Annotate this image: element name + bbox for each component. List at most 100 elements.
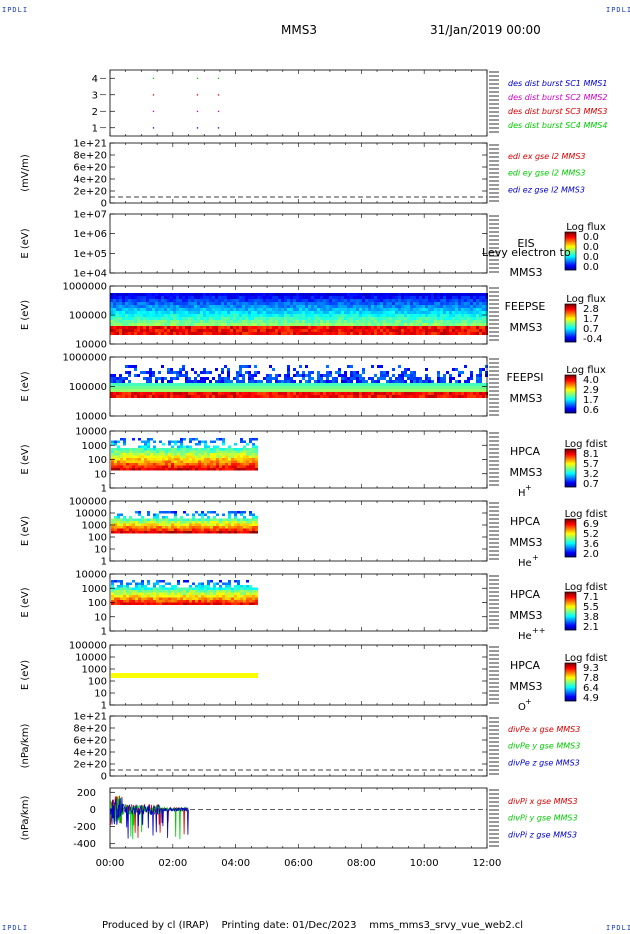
spectrogram-cell: [281, 305, 284, 308]
spectrogram-cell: [407, 395, 410, 398]
spectrogram-cell: [153, 463, 156, 466]
spectrogram-cell: [150, 597, 153, 600]
spectrogram-cell: [410, 392, 413, 395]
spectrogram-cell: [341, 392, 344, 395]
spectrogram-cell: [368, 299, 371, 302]
spectrogram-cell: [237, 602, 240, 605]
spectrogram-cell: [113, 296, 116, 299]
spectrogram-cell: [335, 308, 338, 311]
spectrogram-cell: [114, 516, 117, 519]
spectrogram-cell: [248, 296, 251, 299]
spectrogram-cell: [177, 602, 180, 605]
spectrogram-cell: [138, 458, 141, 461]
spectrogram-cell: [158, 332, 161, 335]
colorbar-strip-feepse: [565, 337, 576, 339]
spectrogram-cell: [389, 311, 392, 314]
spectrogram-cell: [111, 528, 114, 531]
spectrogram-cell: [323, 374, 326, 377]
spectrogram-cell: [308, 305, 311, 308]
spectrogram-cell: [116, 311, 119, 314]
instrument-label-feepse: FEEPSE: [505, 300, 546, 313]
spectrogram-cell: [266, 296, 269, 299]
spectrogram-cell: [290, 308, 293, 311]
spectrogram-cell: [221, 317, 224, 320]
y-tick-label-hpca_he: 10: [94, 545, 107, 556]
spectrogram-cell: [156, 448, 159, 451]
spectrogram-cell: [278, 299, 281, 302]
spectrogram-cell: [168, 531, 171, 534]
spectrogram-cell: [162, 518, 165, 521]
spectrogram-cell: [254, 365, 257, 368]
spectrogram-cell: [455, 326, 458, 329]
spectrogram-cell: [377, 332, 380, 335]
spectrogram-cell: [401, 332, 404, 335]
spectrogram-cell: [177, 582, 180, 585]
spectrogram-cell: [458, 383, 461, 386]
spectrogram-cell: [186, 518, 189, 521]
spectrogram-cell: [272, 311, 275, 314]
spectrogram-cell: [200, 293, 203, 296]
spectrogram-cell: [216, 597, 219, 600]
colorbar-strip-eis: [565, 265, 576, 267]
spectrogram-cell: [209, 320, 212, 323]
spectrogram-cell: [356, 299, 359, 302]
spectrogram-cell: [201, 468, 204, 471]
spectrogram-cell: [221, 305, 224, 308]
spectrogram-cell: [356, 323, 359, 326]
spectrogram-cell: [141, 592, 144, 595]
spectrogram-cell: [123, 587, 126, 590]
spectrogram-cell: [224, 326, 227, 329]
spectrogram-cell: [338, 329, 341, 332]
spectrogram-cell: [246, 523, 249, 526]
spectrogram-cell: [189, 458, 192, 461]
spectrogram-cell: [425, 305, 428, 308]
spectrogram-cell: [317, 383, 320, 386]
spectrogram-cell: [344, 305, 347, 308]
spectrogram-cell: [458, 317, 461, 320]
spectrogram-cell: [140, 299, 143, 302]
spectrogram-cell: [209, 392, 212, 395]
spectrogram-cell: [365, 314, 368, 317]
spectrogram-cell: [200, 377, 203, 380]
spectrogram-cell: [266, 377, 269, 380]
spectrogram-cell: [320, 389, 323, 392]
spectrogram-cell: [231, 590, 234, 593]
spectrogram-cell: [153, 528, 156, 531]
spectrogram-cell: [117, 463, 120, 466]
spectrogram-cell: [146, 395, 149, 398]
spectrogram-cell: [242, 392, 245, 395]
colorbar-strip-hpca_he: [565, 525, 576, 527]
spectrogram-cell: [275, 299, 278, 302]
spectrogram-cell: [461, 293, 464, 296]
spectrogram-cell: [116, 293, 119, 296]
spectrogram-cell: [165, 455, 168, 458]
spectrogram-cell: [116, 302, 119, 305]
spectrogram-cell: [263, 314, 266, 317]
colorbar-strip-hpca_h: [565, 464, 576, 466]
spectrogram-cell: [410, 314, 413, 317]
spectrogram-cell: [308, 326, 311, 329]
spectrogram-cell: [404, 299, 407, 302]
spectrogram-cell: [161, 320, 164, 323]
colorbar-tick-hpca_he: 5.2: [583, 529, 599, 540]
spectrogram-cell: [248, 326, 251, 329]
spectrogram-cell: [377, 296, 380, 299]
colorbar-strip-hpca_he: [565, 544, 576, 546]
spectrogram-cell: [407, 314, 410, 317]
spectrogram-cell: [128, 374, 131, 377]
spectrogram-cell: [168, 597, 171, 600]
spectrogram-cell: [210, 450, 213, 453]
spectrogram-cell: [320, 302, 323, 305]
spectrogram-cell: [320, 332, 323, 335]
spectrogram-cell: [198, 585, 201, 588]
spectrogram-cell: [446, 305, 449, 308]
spectrogram-cell: [180, 448, 183, 451]
spectrogram-cell: [398, 296, 401, 299]
spectrogram-cell: [152, 392, 155, 395]
colorbar-strip-feepsi: [565, 389, 576, 391]
spectrogram-cell: [305, 386, 308, 389]
spectrogram-cell: [222, 468, 225, 471]
spectrogram-cell: [156, 521, 159, 524]
spectrogram-cell: [200, 332, 203, 335]
spectrogram-cell: [347, 383, 350, 386]
